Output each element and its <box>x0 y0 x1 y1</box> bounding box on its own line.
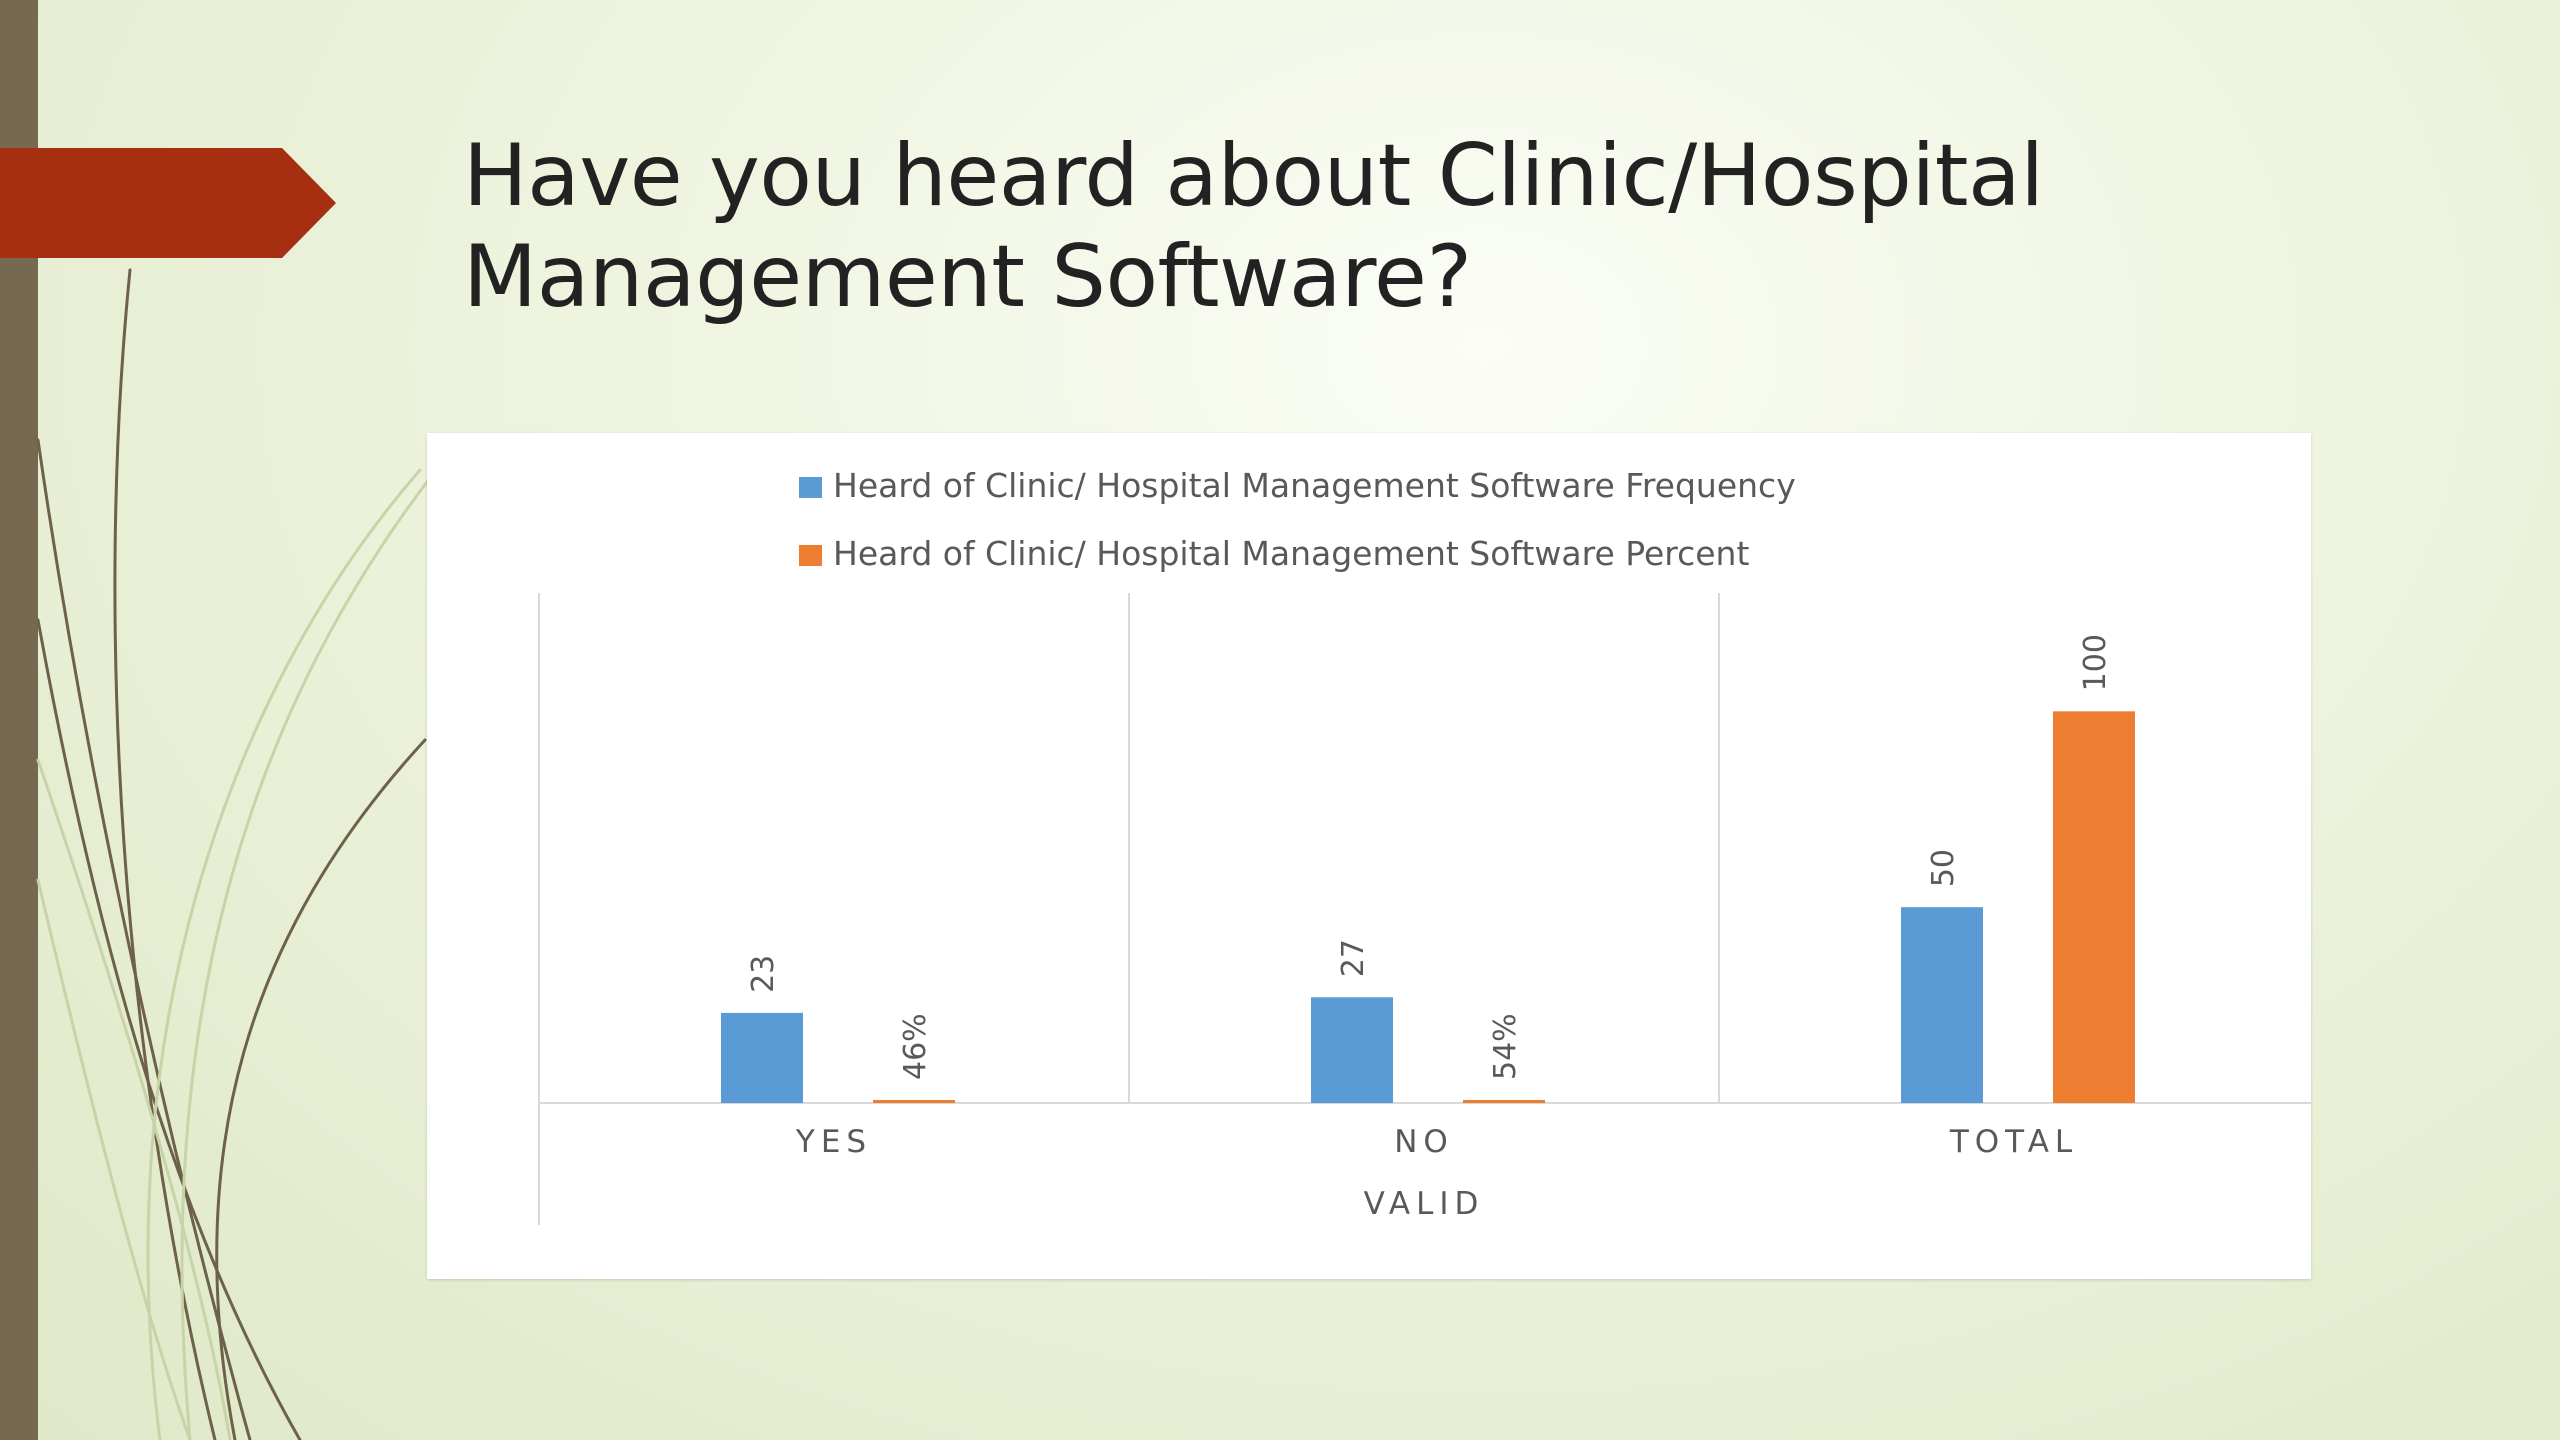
category-label-yes: YES <box>795 1124 872 1160</box>
category-label-total: TOTAL <box>1949 1124 2078 1160</box>
series-percent <box>873 711 2135 1103</box>
bar-frequency-yes <box>721 1012 803 1103</box>
data-label-percent-yes: 46% <box>898 1013 933 1080</box>
bar-percent-yes <box>873 1100 955 1103</box>
legend-label-frequency: Heard of Clinic/ Hospital Management Sof… <box>833 466 1796 505</box>
slide-title: Have you heard about Clinic/Hospital Man… <box>463 126 2044 327</box>
chart-legend: Heard of Clinic/ Hospital Management Sof… <box>799 466 1796 573</box>
bar-percent-total <box>2053 711 2135 1103</box>
bar-frequency-no <box>1311 997 1393 1103</box>
legend-swatch-percent <box>799 545 822 566</box>
legend-label-percent: Heard of Clinic/ Hospital Management Sof… <box>833 534 1749 573</box>
decorative-lines <box>36 268 460 1440</box>
data-label-frequency-total: 50 <box>1926 849 1961 887</box>
bar-frequency-total <box>1901 907 1983 1103</box>
title-arrow-tab <box>0 148 336 258</box>
bar-percent-no <box>1463 1100 1545 1103</box>
group-label-valid: VALID <box>1364 1186 1485 1222</box>
series-frequency <box>721 907 1983 1103</box>
category-labels: YES NO TOTAL VALID <box>795 1124 2078 1222</box>
category-label-no: NO <box>1394 1124 1454 1160</box>
legend-swatch-frequency <box>799 477 822 498</box>
data-labels: 23 27 50 46% 54% 100 <box>746 634 2113 1080</box>
data-label-percent-no: 54% <box>1488 1013 1523 1080</box>
data-label-percent-total: 100 <box>2078 634 2113 691</box>
chart-card: Heard of Clinic/ Hospital Management Sof… <box>427 433 2311 1279</box>
chart-axes <box>538 593 2311 1225</box>
data-label-frequency-yes: 23 <box>746 955 781 993</box>
data-label-frequency-no: 27 <box>1336 939 1371 977</box>
bar-chart: Heard of Clinic/ Hospital Management Sof… <box>538 466 2311 1225</box>
